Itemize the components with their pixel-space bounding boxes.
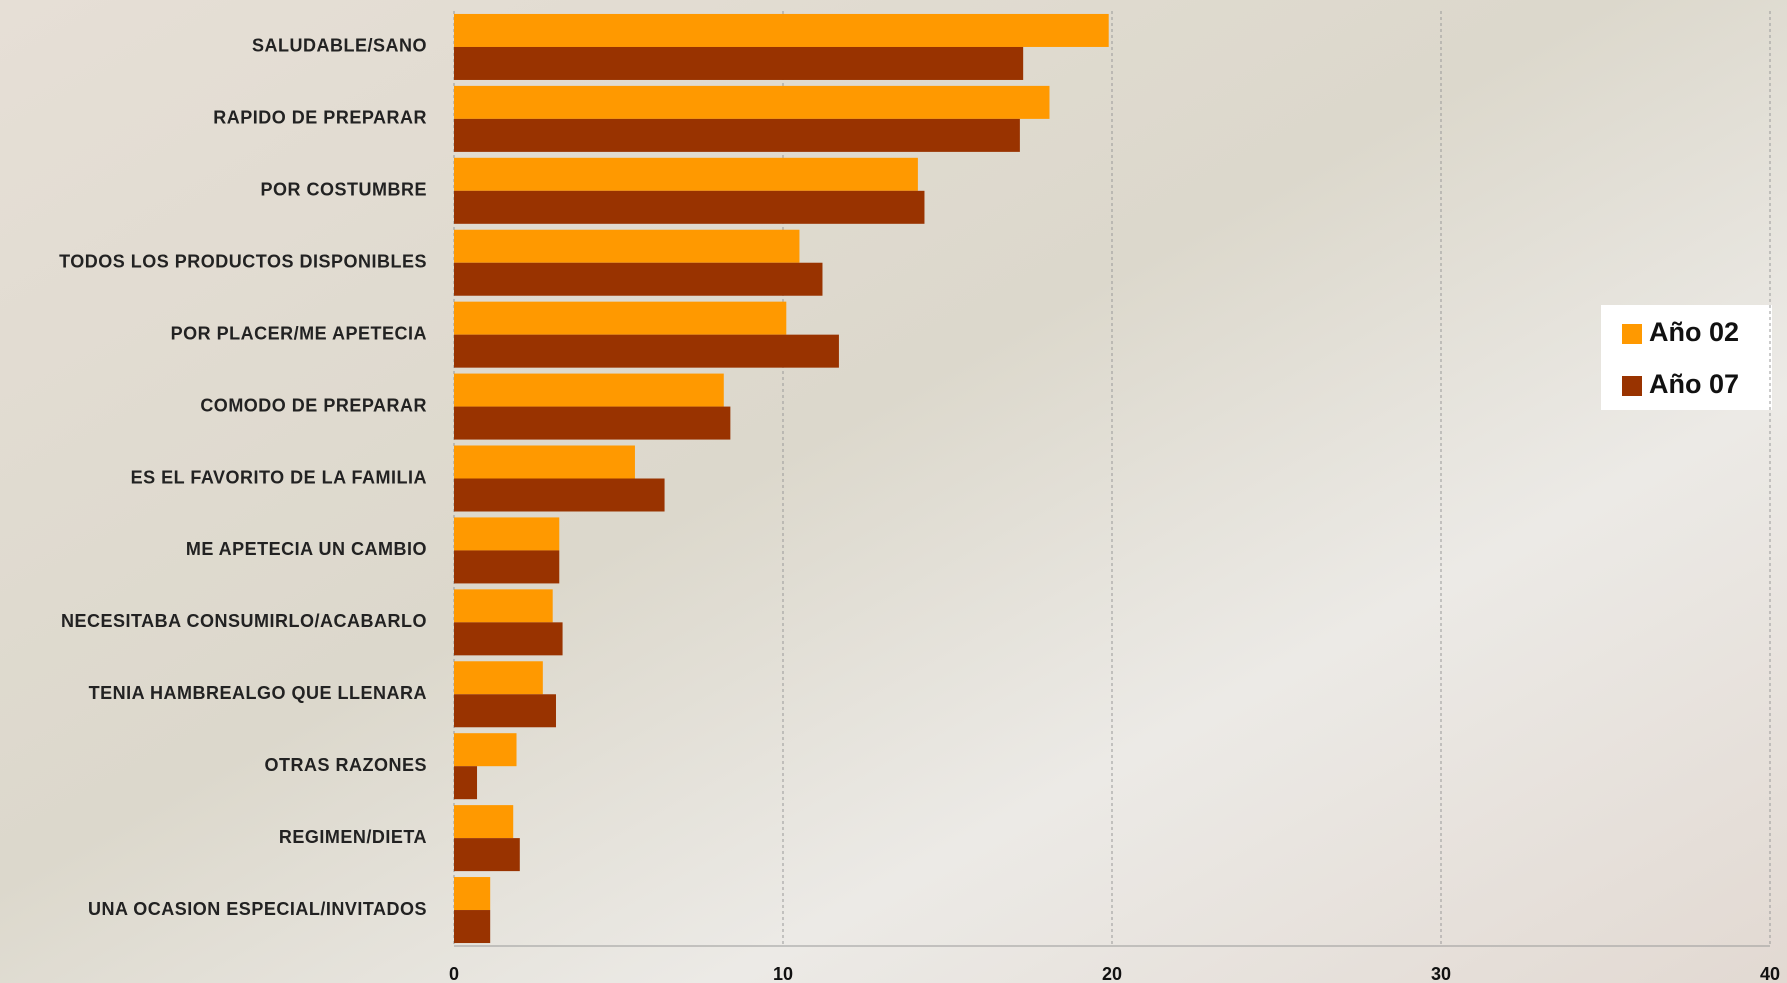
y-tick-label: ME APETECIA UN CAMBIO [186,539,427,559]
legend-swatch [1622,324,1642,344]
y-tick-label: SALUDABLE/SANO [252,36,427,56]
bar [454,622,563,656]
y-tick-label: ES EL FAVORITO DE LA FAMILIA [131,467,427,487]
bar [454,805,514,839]
bar [454,733,517,767]
bar [454,550,560,584]
bar [454,190,925,224]
legend-swatch [1622,376,1642,396]
bar [454,229,800,263]
bar [454,118,1020,152]
y-tick-label: TODOS LOS PRODUCTOS DISPONIBLES [59,251,427,271]
bar [454,589,553,623]
bar [454,301,787,335]
bar [454,877,491,911]
bar [454,661,543,695]
bar [454,478,665,512]
y-tick-label: OTRAS RAZONES [264,755,427,775]
y-tick-label: NECESITABA CONSUMIRLO/ACABARLO [61,611,427,631]
bar [454,766,478,800]
x-tick-label: 20 [1102,964,1122,983]
y-tick-label: RAPIDO DE PREPARAR [213,108,427,128]
bar [454,85,1050,119]
y-tick-label: POR PLACER/ME APETECIA [171,323,427,343]
y-tick-label: POR COSTUMBRE [260,180,427,200]
bar [454,838,520,872]
bar [454,157,918,191]
x-tick-label: 30 [1431,964,1451,983]
bar [454,694,556,728]
legend-label: Año 07 [1649,369,1739,399]
y-tick-label: COMODO DE PREPARAR [200,395,427,415]
y-tick-label: REGIMEN/DIETA [279,827,427,847]
bar [454,445,635,479]
x-tick-label: 0 [449,964,459,983]
y-tick-label: UNA OCASION ESPECIAL/INVITADOS [88,899,427,919]
bar [454,13,1109,47]
bar [454,46,1024,80]
x-tick-label: 10 [773,964,793,983]
legend-label: Año 02 [1649,317,1739,347]
bar [454,406,731,440]
bar [454,910,491,944]
bar [454,517,560,551]
bar [454,334,839,368]
bar [454,373,724,407]
bar [454,262,823,296]
y-tick-label: TENIA HAMBREALGO QUE LLENARA [89,683,427,703]
x-tick-label: 40 [1760,964,1780,983]
